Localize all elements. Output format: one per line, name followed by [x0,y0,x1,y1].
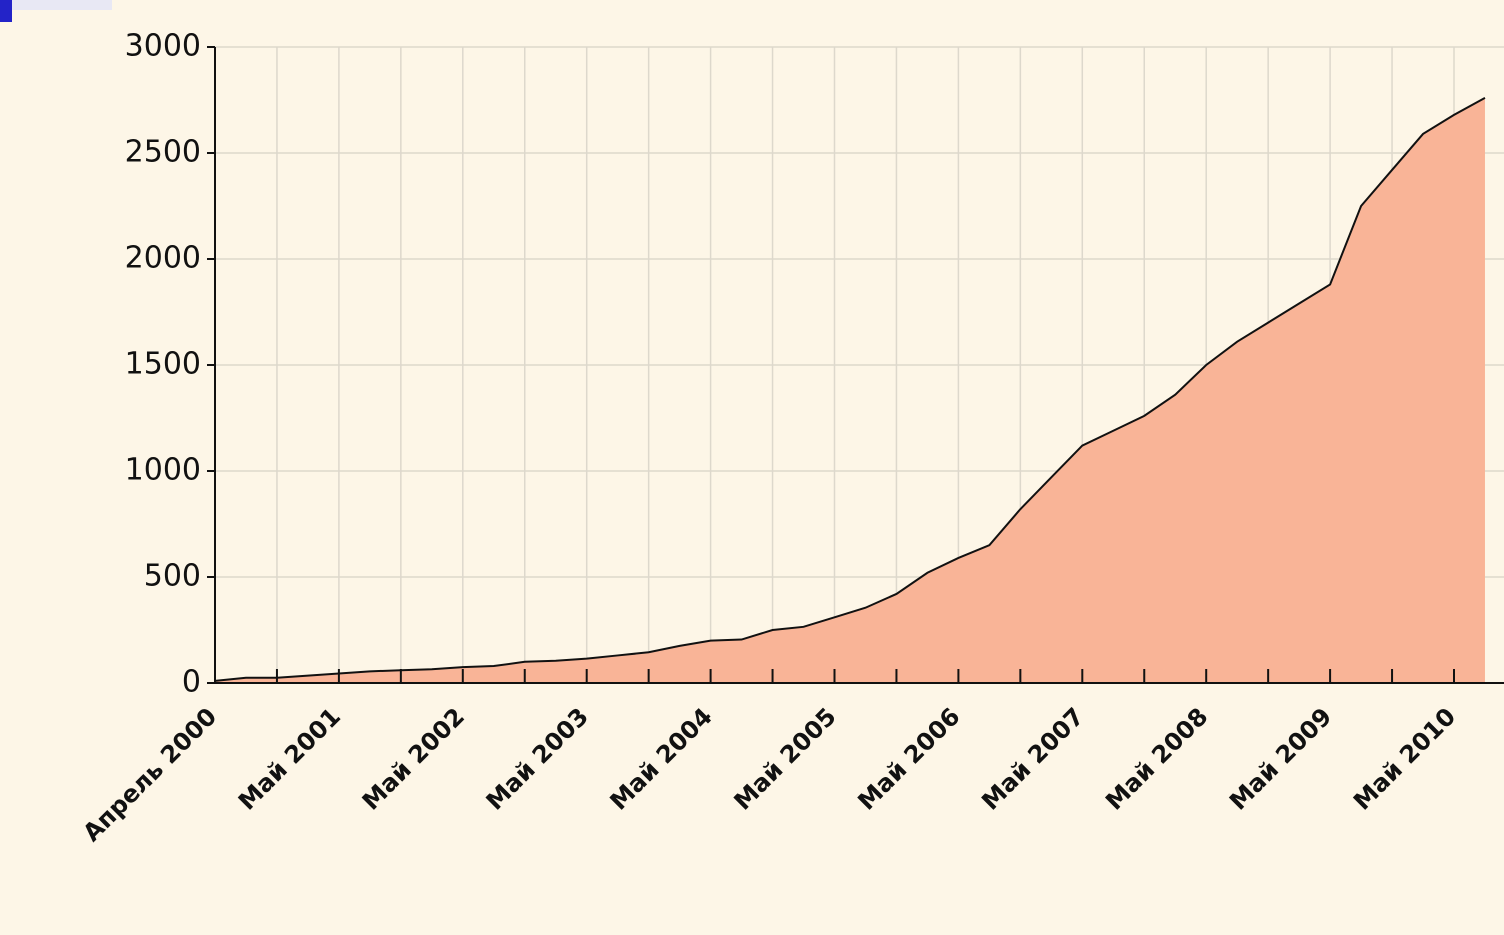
y-tick-label: 2500 [125,135,201,170]
y-tick-label: 1000 [125,453,201,488]
y-tick-label: 3000 [125,29,201,64]
area [215,97,1485,683]
y-tick-label: 1500 [125,347,201,382]
slide-decoration [12,0,112,10]
line [214,97,1486,682]
slide-decoration [0,0,12,22]
y-tick-label: 500 [144,559,201,594]
y-tick-label: 0 [182,665,201,700]
y-tick-label: 2000 [125,241,201,276]
